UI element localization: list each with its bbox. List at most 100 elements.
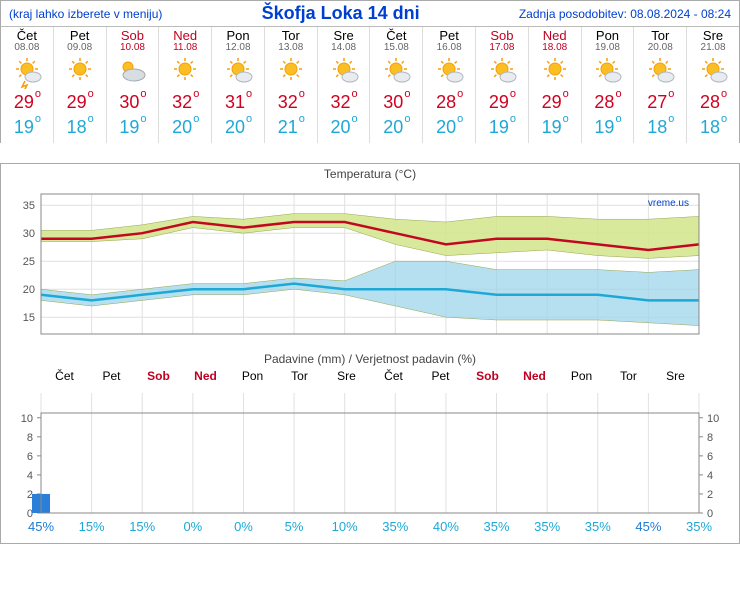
weather-icon: [423, 54, 475, 90]
page-title: Škofja Loka 14 dni: [162, 3, 518, 24]
day-name: Sob: [107, 29, 159, 42]
day-name: Čet: [370, 29, 422, 42]
high-temp: 32o: [318, 90, 370, 115]
svg-text:15%: 15%: [79, 519, 105, 534]
svg-text:15: 15: [23, 313, 35, 325]
low-temp: 19o: [1, 115, 53, 143]
day-date: 13.08: [265, 42, 317, 54]
svg-text:4: 4: [27, 470, 33, 482]
forecast-day-1: Pet09.0829o18o: [54, 27, 107, 143]
high-temp: 32o: [265, 90, 317, 115]
header-bar: (kraj lahko izberete v meniju) Škofja Lo…: [0, 0, 740, 26]
svg-text:35%: 35%: [534, 519, 560, 534]
low-temp: 19o: [582, 115, 634, 143]
forecast-day-6: Sre14.0832o20o: [318, 27, 371, 143]
low-temp: 18o: [54, 115, 106, 143]
high-temp: 28o: [423, 90, 475, 115]
svg-text:35%: 35%: [484, 519, 510, 534]
day-name: Tor: [265, 29, 317, 42]
svg-text:vreme.us: vreme.us: [648, 198, 689, 209]
low-temp: 21o: [265, 115, 317, 143]
day-date: 18.08: [529, 42, 581, 54]
high-temp: 29o: [529, 90, 581, 115]
svg-text:40%: 40%: [433, 519, 459, 534]
svg-text:6: 6: [707, 451, 713, 463]
day-name: Tor: [634, 29, 686, 42]
precip-day-label: Pet: [417, 369, 464, 383]
day-name: Sre: [318, 29, 370, 42]
forecast-day-3: Ned11.08 32o20o: [159, 27, 212, 143]
forecast-day-9: Sob17.08 29o19o: [476, 27, 529, 143]
svg-text:15%: 15%: [129, 519, 155, 534]
svg-text:5%: 5%: [285, 519, 304, 534]
svg-text:30: 30: [23, 229, 35, 241]
weather-icon: [370, 54, 422, 90]
day-name: Ned: [529, 29, 581, 42]
forecast-day-8: Pet16.08 28o20o: [423, 27, 476, 143]
high-temp: 29o: [54, 90, 106, 115]
weather-icon: [529, 54, 581, 90]
svg-text:4: 4: [707, 470, 713, 482]
high-temp: 27o: [634, 90, 686, 115]
svg-text:8: 8: [707, 432, 713, 444]
temperature-chart: 15 20 25 30 35 vreme.us: [1, 184, 739, 349]
day-date: 21.08: [687, 42, 739, 54]
temperature-chart-title: Temperatura (°C): [1, 164, 739, 184]
last-updated: Zadnja posodobitev: 08.08.2024 - 08:24: [519, 7, 731, 21]
svg-text:45%: 45%: [635, 519, 661, 534]
svg-text:35%: 35%: [585, 519, 611, 534]
day-date: 09.08: [54, 42, 106, 54]
forecast-day-12: Tor20.0827o18o: [634, 27, 687, 143]
forecast-day-0: Čet08.0829o19o: [1, 27, 54, 143]
high-temp: 31o: [212, 90, 264, 115]
svg-text:8: 8: [27, 432, 33, 444]
precip-day-label: Ned: [182, 369, 229, 383]
high-temp: 29o: [476, 90, 528, 115]
forecast-day-10: Ned18.0829o19o: [529, 27, 582, 143]
precip-day-label: Ned: [511, 369, 558, 383]
svg-text:20: 20: [23, 285, 35, 297]
high-temp: 30o: [370, 90, 422, 115]
weather-icon: [107, 54, 159, 90]
precip-day-label: Pon: [229, 369, 276, 383]
precip-day-label: Sre: [652, 369, 699, 383]
weather-icon: [476, 54, 528, 90]
day-date: 10.08: [107, 42, 159, 54]
day-name: Sob: [476, 29, 528, 42]
low-temp: 19o: [107, 115, 159, 143]
svg-text:10: 10: [707, 413, 719, 425]
day-date: 17.08: [476, 42, 528, 54]
day-date: 11.08: [159, 42, 211, 54]
svg-text:10%: 10%: [332, 519, 358, 534]
svg-text:25: 25: [23, 257, 35, 269]
high-temp: 28o: [582, 90, 634, 115]
low-temp: 20o: [159, 115, 211, 143]
weather-icon: [687, 54, 739, 90]
low-temp: 20o: [423, 115, 475, 143]
svg-text:35%: 35%: [382, 519, 408, 534]
forecast-day-2: Sob10.08 30o19o: [107, 27, 160, 143]
weather-icon: [212, 54, 264, 90]
svg-text:35: 35: [23, 201, 35, 213]
svg-text:0%: 0%: [183, 519, 202, 534]
precip-chart-title: Padavine (mm) / Verjetnost padavin (%): [1, 349, 739, 369]
day-name: Pet: [423, 29, 475, 42]
low-temp: 18o: [687, 115, 739, 143]
precip-day-label: Čet: [370, 369, 417, 383]
precip-chart: 0022446688101045%15%15%0%0%5%10%35%40%35…: [1, 383, 739, 543]
forecast-day-11: Pon19.0828o19o: [582, 27, 635, 143]
day-name: Pon: [212, 29, 264, 42]
high-temp: 30o: [107, 90, 159, 115]
low-temp: 19o: [476, 115, 528, 143]
day-name: Ned: [159, 29, 211, 42]
precip-day-label: Sob: [464, 369, 511, 383]
day-date: 16.08: [423, 42, 475, 54]
precip-day-label: Čet: [41, 369, 88, 383]
high-temp: 32o: [159, 90, 211, 115]
precip-day-label: Tor: [605, 369, 652, 383]
menu-hint[interactable]: (kraj lahko izberete v meniju): [9, 7, 162, 21]
low-temp: 20o: [212, 115, 264, 143]
forecast-day-7: Čet15.0830o20o: [370, 27, 423, 143]
precip-day-labels: ČetPetSobNedPonTorSreČetPetSobNedPonTorS…: [1, 369, 739, 383]
day-date: 20.08: [634, 42, 686, 54]
